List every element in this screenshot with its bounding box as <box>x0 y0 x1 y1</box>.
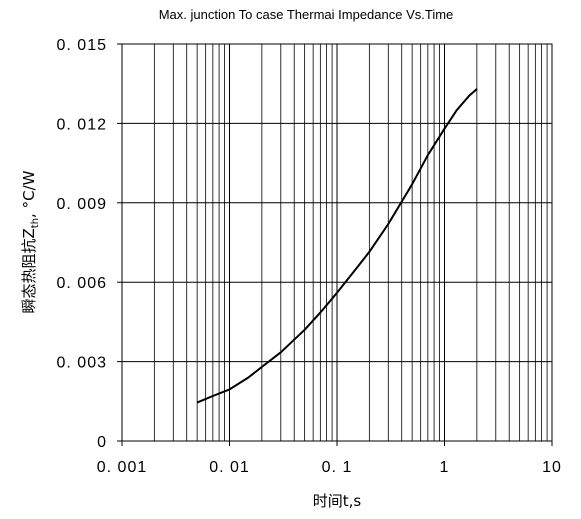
y-tick-label: 0 <box>97 434 107 451</box>
series-line <box>196 88 478 404</box>
y-tick-label: 0. 009 <box>57 196 107 213</box>
y-axis-label-unit: , °C/W <box>20 170 38 218</box>
y-axis-label: 瞬态热阻抗Zth, °C/W <box>20 170 41 313</box>
y-tick-label: 0. 006 <box>57 275 107 292</box>
chart-title: Max. junction To case Thermai Impedance … <box>159 7 454 22</box>
y-tick-label: 0. 015 <box>57 37 107 54</box>
x-axis-label: 时间t,s <box>313 492 362 510</box>
y-tick-labels: 0 0. 003 0. 006 0. 009 0. 012 0. 015 <box>57 37 122 451</box>
series-group <box>196 88 478 404</box>
grid-lines <box>122 44 552 441</box>
y-axis-label-main: 瞬态热阻抗Z <box>20 228 38 313</box>
x-tick-label: 1 <box>440 459 450 476</box>
x-tick-label: 0. 001 <box>97 459 147 476</box>
x-tick-label: 0. 01 <box>209 459 250 476</box>
x-tick-label: 10 <box>542 459 562 476</box>
y-axis-label-sub: th <box>30 218 41 228</box>
x-tick-label: 0. 1 <box>322 459 353 476</box>
y-tick-label: 0. 012 <box>57 116 107 133</box>
x-tick-labels: 0. 001 0. 01 0. 1 1 10 <box>97 441 562 476</box>
y-tick-label: 0. 003 <box>57 355 107 372</box>
